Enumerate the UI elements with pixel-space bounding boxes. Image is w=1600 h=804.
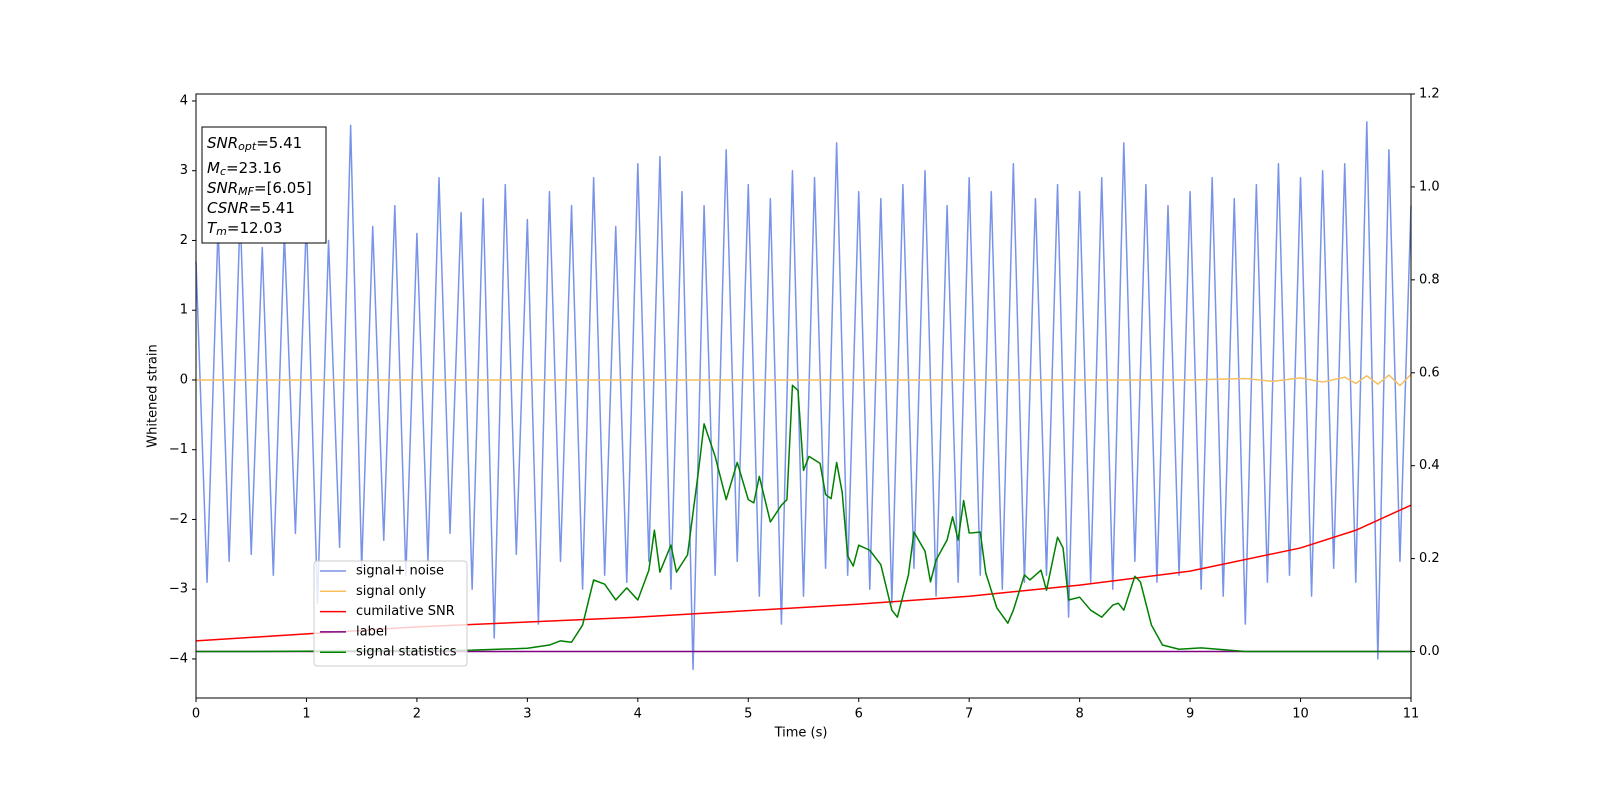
y-tick-label: −4	[169, 651, 188, 666]
x-tick-label: 0	[192, 707, 200, 722]
x-tick-label: 3	[523, 707, 531, 722]
x-tick-label: 11	[1403, 707, 1420, 722]
annotation-symbol: CSNR	[207, 199, 249, 217]
annotation-text: SNRopt=5.41	[207, 134, 302, 154]
annotation-subscript: MF	[238, 185, 254, 198]
y2-tick-label: 0.4	[1419, 458, 1440, 473]
x-tick-label: 5	[744, 707, 752, 722]
annotation-value: =[6.05]	[254, 179, 312, 197]
annotation-symbol: SNR	[207, 179, 238, 197]
y2-tick-label: 0.2	[1419, 551, 1440, 566]
y2-tick-label: 0.8	[1419, 272, 1440, 287]
y2-tick-label: 1.0	[1419, 179, 1440, 194]
axes: 0 1 2 3 4 5 6 7 8 9 10 11 −4 −3 −2 −1 0 1 2 3 4 0.0 0.2 0.4 0.6 0…	[169, 87, 1440, 722]
legend: signal+ noise signal only cumilative SNR la…	[313, 560, 468, 667]
y-tick-label: 0	[180, 372, 188, 387]
legend-label: signal statistics	[356, 645, 457, 660]
x-axis-label: Time (s)	[774, 726, 828, 741]
legend-label: signal+ noise	[356, 564, 444, 579]
y2-tick-label: 1.2	[1419, 87, 1440, 102]
x-tick-label: 10	[1292, 707, 1309, 722]
annotation-text: Tm=12.03	[207, 219, 282, 239]
y-axis-label: Whitened strain	[146, 344, 161, 447]
x-tick-label: 1	[302, 707, 310, 722]
annotation-value: =5.41	[256, 134, 302, 152]
y-tick-label: 1	[180, 303, 188, 318]
annotation-subscript: m	[216, 225, 227, 238]
annotation-symbol: T	[207, 219, 218, 237]
series-line	[195, 504, 1412, 642]
x-tick-label: 7	[965, 707, 973, 722]
y-tick-label: −3	[169, 582, 188, 597]
series-line	[196, 384, 1411, 653]
annotation-box: SNRopt=5.41Mc=23.16SNRMF=[6.05]CSNR=5.41…	[201, 126, 327, 244]
annotation-value: =23.16	[226, 159, 282, 177]
legend-label: signal only	[356, 584, 426, 599]
x-tick-label: 6	[855, 707, 863, 722]
series-line	[196, 373, 1412, 387]
y-tick-label: 4	[180, 93, 188, 108]
x-tick-label: 4	[634, 707, 642, 722]
annotation-text: SNRMF=[6.05]	[207, 179, 312, 199]
x-tick-label: 8	[1075, 707, 1083, 722]
legend-frame	[313, 560, 468, 667]
annotation-symbol: SNR	[207, 134, 238, 152]
annotation-frame	[201, 126, 327, 244]
x-tick-label: 2	[413, 707, 421, 722]
y2-tick-label: 0.6	[1419, 365, 1440, 380]
y2-tick-label: 0.0	[1419, 644, 1440, 659]
annotation-text: Mc=23.16	[207, 159, 282, 179]
y-tick-label: −2	[169, 512, 188, 527]
legend-label: label	[356, 624, 387, 639]
legend-label: cumilative SNR	[356, 604, 455, 619]
annotation-subscript: c	[220, 165, 226, 178]
series-line	[195, 121, 1412, 671]
plot-frame	[195, 93, 1412, 699]
annotation-symbol: M	[207, 159, 220, 177]
y-tick-label: 3	[180, 163, 188, 178]
annotation-text: CSNR=5.41	[207, 199, 295, 217]
annotation-value: =5.41	[249, 199, 295, 217]
annotation-subscript: opt	[238, 140, 257, 153]
x-tick-label: 9	[1186, 707, 1194, 722]
y-tick-label: 2	[180, 233, 188, 248]
y-tick-label: −1	[169, 442, 188, 457]
annotation-value: =12.03	[227, 219, 283, 237]
